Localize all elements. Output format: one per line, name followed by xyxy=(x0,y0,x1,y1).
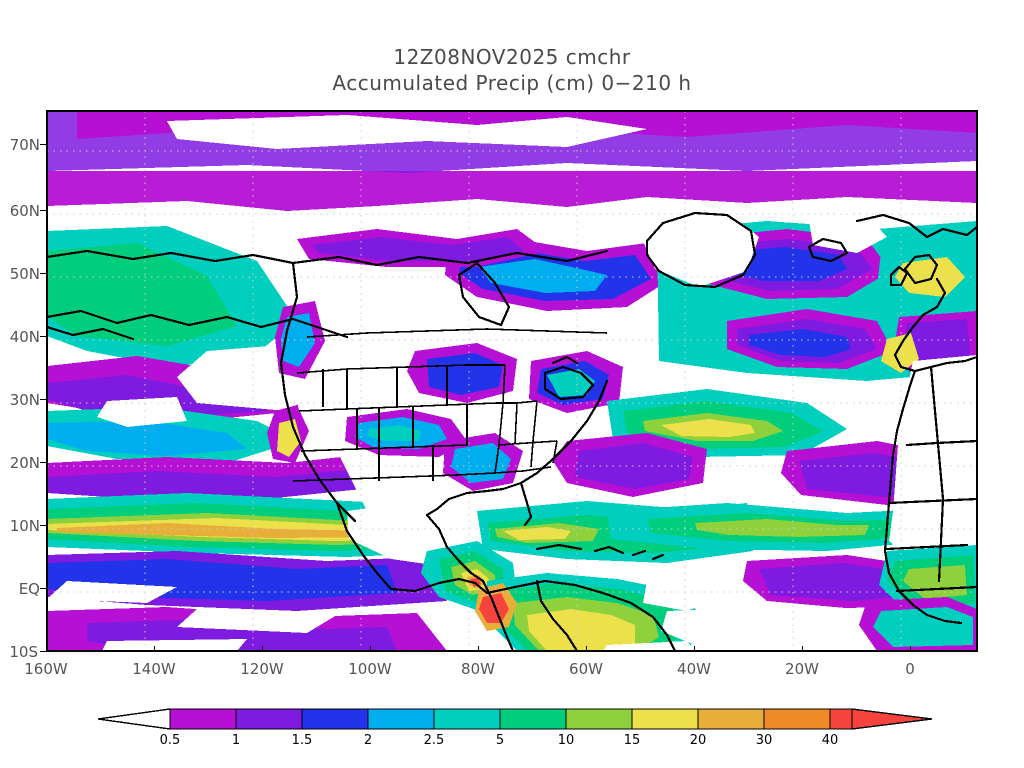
precip-region-south-atlantic-core xyxy=(759,563,917,601)
y-tick-label-eq: EQ xyxy=(18,580,40,598)
y-tick-mark-40n xyxy=(40,336,46,337)
dryzone-ne-pacific-2 xyxy=(97,397,187,427)
chart-title-block: 12Z08NOV2025 cmchr Accumulated Precip (c… xyxy=(0,44,1024,96)
precip-region-great-basin-max xyxy=(367,425,421,441)
colorbar-segment-5 xyxy=(499,708,567,730)
colorbar-segment-8 xyxy=(697,708,765,730)
colorbar-segment-10 xyxy=(829,708,853,730)
precip-region-subtropical-pacific-2 xyxy=(47,469,362,501)
chart-title-line-1: 12Z08NOV2025 cmchr xyxy=(393,45,631,69)
y-tick-mark-30n xyxy=(40,399,46,400)
x-tick-label-80w: 80W xyxy=(461,660,495,678)
precip-region-caribbean-yellow xyxy=(503,527,571,540)
y-tick-label-50n: 50N xyxy=(9,265,40,283)
x-tick-mark-0 xyxy=(910,646,911,652)
precip-region-gulf-alaska-core xyxy=(62,266,187,326)
x-tick-label-140w: 140W xyxy=(132,660,176,678)
precip-region-pnw-core xyxy=(281,313,315,367)
precip-region-upper-midwest-core xyxy=(427,353,503,395)
colorbar-tick-0: 0.5 xyxy=(159,733,181,748)
y-tick-mark-70n xyxy=(40,144,46,145)
colorbar-tick-3: 2 xyxy=(363,733,373,748)
colorbar-tick-5: 5 xyxy=(495,733,505,748)
colorbar-segment-1 xyxy=(235,708,303,730)
x-tick-label-20w: 20W xyxy=(785,660,819,678)
x-tick-mark-160w xyxy=(46,646,47,652)
x-tick-mark-140w xyxy=(154,646,155,652)
colorbar-segment-7 xyxy=(631,708,699,730)
colorbar-tick-8: 20 xyxy=(689,733,707,748)
colorbar-tick-2: 1.5 xyxy=(291,733,313,748)
y-tick-label-20n: 20N xyxy=(9,454,40,472)
x-tick-mark-40w xyxy=(694,646,695,652)
precip-region-tropical-atlantic-band xyxy=(695,519,869,537)
colorbar-over-arrow xyxy=(851,708,933,730)
precip-region-colombia-max xyxy=(479,593,509,623)
precip-region-atlantic-mid-3 xyxy=(749,329,851,357)
dryzone-brazil-ne xyxy=(661,609,735,645)
y-tick-mark-10n xyxy=(40,525,46,526)
y-tick-label-40n: 40N xyxy=(9,328,40,346)
x-tick-mark-120w xyxy=(262,646,263,652)
precip-region-itcz-orange xyxy=(57,523,377,538)
dryzone-south-pacific-3 xyxy=(102,639,247,651)
colorbar-tick-6: 10 xyxy=(557,733,575,748)
x-tick-label-160w: 160W xyxy=(24,660,68,678)
precip-region-portugal-coast xyxy=(881,333,919,373)
x-tick-mark-80w xyxy=(478,646,479,652)
colorbar-under-arrow xyxy=(97,708,171,730)
y-tick-mark-10s xyxy=(40,651,46,652)
y-tick-mark-20n xyxy=(40,462,46,463)
colorbar-segment-6 xyxy=(565,708,633,730)
colorbar-tick-4: 2.5 xyxy=(423,733,445,748)
colorbar-tick-1: 1 xyxy=(231,733,241,748)
y-tick-mark-eq xyxy=(40,588,46,589)
colorbar-svg xyxy=(97,708,933,730)
landmask-scandinavia xyxy=(809,215,887,253)
colorbar-segment-3 xyxy=(367,708,435,730)
x-tick-mark-100w xyxy=(370,646,371,652)
colorbar-tick-9: 30 xyxy=(755,733,773,748)
map-gridlines xyxy=(47,111,977,651)
y-tick-label-10n: 10N xyxy=(9,517,40,535)
colorbar-legend[interactable]: 0.5 1 1.5 2 2.5 5 10 15 20 30 40 xyxy=(96,706,936,756)
map-canvas xyxy=(47,111,977,651)
x-tick-label-100w: 100W xyxy=(348,660,392,678)
precip-region-hudson-bay-max xyxy=(479,259,607,293)
colorbar-segment-0 xyxy=(169,708,237,730)
dryzone-south-pacific-2 xyxy=(177,609,337,633)
colorbar-segment-4 xyxy=(433,708,501,730)
precip-region-arctic-band xyxy=(47,171,977,211)
y-tick-label-10s: 10S xyxy=(9,643,38,661)
x-tick-label-60w: 60W xyxy=(569,660,603,678)
y-tick-label-70n: 70N xyxy=(9,136,40,154)
x-tick-label-120w: 120W xyxy=(240,660,284,678)
y-tick-mark-60n xyxy=(40,210,46,211)
us-state-borders xyxy=(292,328,608,482)
y-tick-label-30n: 30N xyxy=(9,391,40,409)
precip-region-california-core xyxy=(277,419,301,457)
precip-region-atlantic-low-core xyxy=(575,443,693,489)
x-tick-label-40w: 40W xyxy=(677,660,711,678)
x-tick-label-0: 0 xyxy=(905,660,915,678)
y-tick-mark-50n xyxy=(40,273,46,274)
dryzone-guyana xyxy=(643,575,723,611)
colorbar-tick-7: 15 xyxy=(623,733,641,748)
precip-region-british-isles xyxy=(895,257,965,297)
precipitation-map-plot[interactable] xyxy=(46,110,978,652)
precip-region-mid-pacific-4 xyxy=(47,421,247,456)
precip-region-gulf-of-guinea-core xyxy=(873,607,973,647)
chart-title-line-2: Accumulated Precip (cm) 0−210 h xyxy=(332,71,692,95)
coastline-overlay xyxy=(47,211,977,651)
y-tick-label-60n: 60N xyxy=(9,202,40,220)
colorbar-tick-10: 40 xyxy=(821,733,839,748)
x-tick-mark-60w xyxy=(586,646,587,652)
precip-region-canada-west-core xyxy=(311,237,525,261)
landmask-arctic xyxy=(167,115,647,149)
colorbar-segment-2 xyxy=(301,708,369,730)
colorbar-segment-9 xyxy=(763,708,831,730)
landmask-greenland xyxy=(643,211,759,287)
x-tick-mark-20w xyxy=(802,646,803,652)
